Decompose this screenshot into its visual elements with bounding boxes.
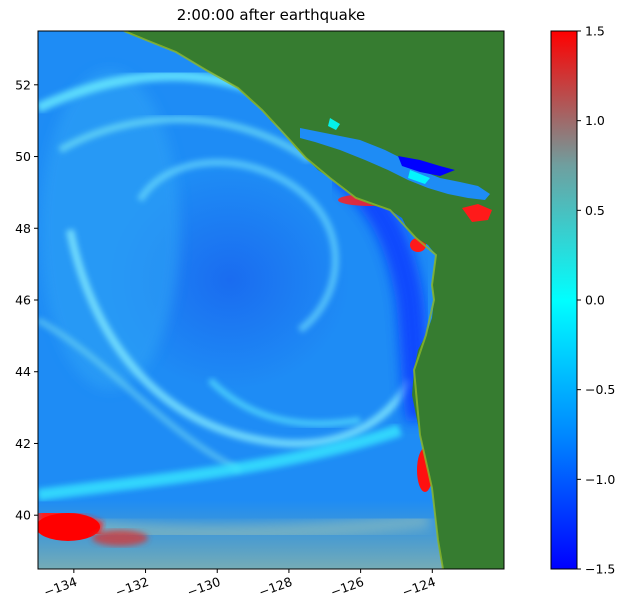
colorbar-tick-label: 1.0 [585,113,605,128]
strait-red [462,204,492,222]
inlet-water [328,118,430,184]
map-plot-area[interactable] [36,31,504,569]
wave-field [38,62,468,569]
colorbar: 1.5 1.0 0.5 0.0 −0.5 −1.0 −1.5 [550,24,615,577]
x-tick-label: −128 [257,574,294,600]
colorbar-tick-label: 0.5 [585,203,605,218]
x-tick-label: −126 [328,574,365,600]
x-tick-label: −130 [185,574,222,600]
y-tick-label: 42 [15,436,31,451]
strait-blue-band [398,156,455,176]
x-tick-label: −132 [113,574,150,600]
colorbar-tick-label: −1.5 [585,562,615,577]
y-tick-label: 40 [15,508,31,523]
strait-water [300,128,490,200]
x-tick-label: −124 [400,574,437,600]
colorbar-tick-label: −0.5 [585,382,615,397]
x-axis: −134 −132 −130 −128 −126 −124 [42,569,438,600]
coast-fringe [123,31,444,569]
y-tick-label: 48 [15,221,31,236]
page-title: 2:00:00 after earthquake [176,6,366,24]
colorbar-tick-label: −1.0 [585,472,615,487]
x-tick-label: −134 [42,574,79,600]
y-tick-label: 50 [15,149,31,164]
colorbar-tick-label: 1.5 [585,24,605,39]
colorbar-gradient [550,30,578,570]
y-axis: 40 42 44 46 48 50 52 [15,77,38,523]
colorbar-ticks: 1.5 1.0 0.5 0.0 −0.5 −1.0 −1.5 [577,24,615,577]
y-tick-label: 46 [15,293,31,308]
y-tick-label: 44 [15,364,31,379]
y-tick-label: 52 [15,77,31,92]
colorbar-tick-label: 0.0 [585,293,605,308]
